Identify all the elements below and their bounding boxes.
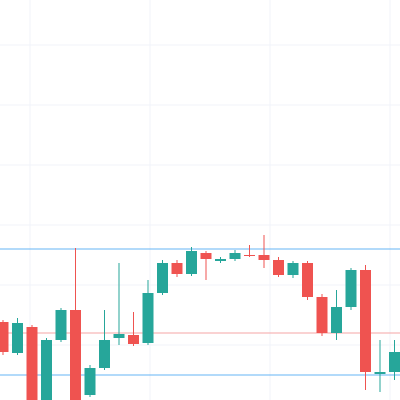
candle-body [113, 334, 125, 338]
candle-body [41, 340, 52, 400]
candle-body [244, 255, 255, 256]
candle-body [55, 310, 67, 340]
candle-body [142, 293, 154, 343]
candle-body [0, 322, 9, 352]
candle-body [229, 253, 241, 259]
candle-body [360, 270, 371, 372]
candle-body [84, 368, 96, 395]
candle-body [316, 297, 328, 333]
candle-body [287, 263, 299, 275]
candle-body [302, 263, 313, 297]
candle-body [374, 372, 386, 374]
candle-body [186, 251, 197, 274]
candle-body [128, 335, 139, 344]
candle-body [171, 263, 183, 274]
candle-body [215, 259, 226, 261]
candle-body [12, 323, 23, 353]
candle-body [345, 270, 357, 307]
candle-body [389, 352, 400, 372]
candle-body [157, 263, 168, 293]
candle-body [70, 310, 81, 400]
candle-body [258, 255, 270, 260]
candle-body [273, 260, 284, 275]
candle-body [200, 253, 212, 259]
candle-body [99, 340, 110, 368]
candle-body [26, 327, 38, 400]
candle-body [331, 307, 342, 333]
